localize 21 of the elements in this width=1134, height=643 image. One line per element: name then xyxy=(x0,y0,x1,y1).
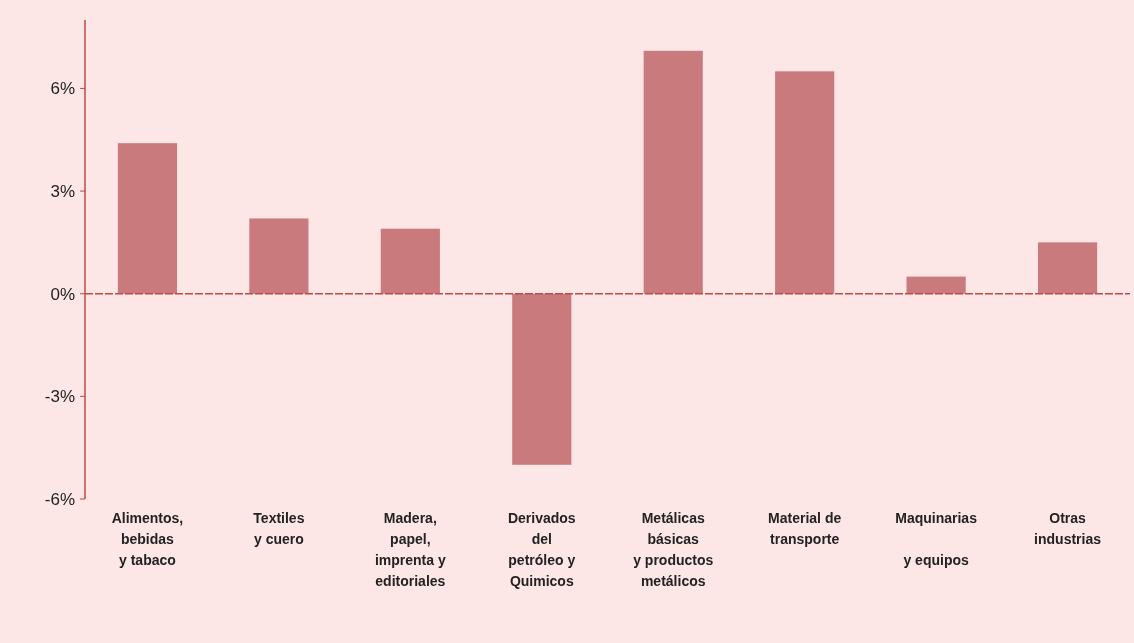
bar xyxy=(117,143,178,294)
bar xyxy=(512,293,572,465)
y-tick-label: -6% xyxy=(44,489,75,509)
x-tick-label: Material de transporte xyxy=(768,510,842,547)
bar xyxy=(643,50,703,294)
x-tick-label: Metálicas básicas y productos metálicos xyxy=(633,510,714,589)
bar xyxy=(775,71,835,294)
bar xyxy=(249,218,309,294)
x-tick-label: Madera, papel, imprenta y editoriales xyxy=(374,510,446,589)
y-tick-label: -3% xyxy=(44,387,75,407)
y-tick-label: 0% xyxy=(50,284,75,304)
bar xyxy=(1037,242,1098,294)
y-tick-label: 6% xyxy=(50,79,75,99)
x-tick-label: Otras industrias xyxy=(1034,510,1102,547)
x-tick-label: Alimentos, bebidas y tabaco xyxy=(111,510,184,568)
category-label: Maquinarias y equipos xyxy=(895,510,977,568)
x-tick-label: Derivados del petróleo y Quimicos xyxy=(507,510,576,589)
bar xyxy=(906,276,966,294)
y-tick-label: 3% xyxy=(50,182,75,202)
bar xyxy=(380,228,440,294)
x-tick-label: Textiles y cuero xyxy=(253,510,305,547)
